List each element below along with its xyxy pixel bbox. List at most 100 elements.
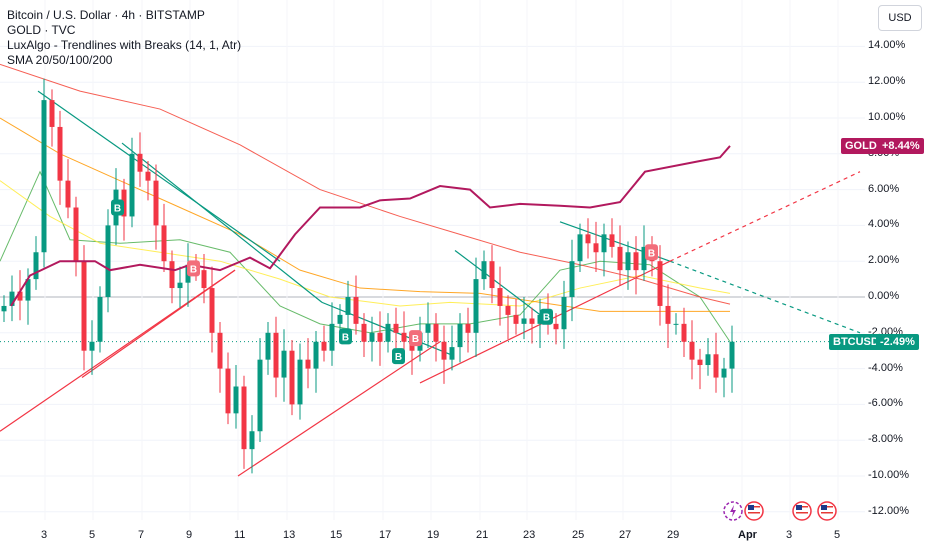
candle-body [41,100,47,253]
candle-body [81,261,87,351]
candle-body [689,341,695,360]
candle-body [657,261,663,306]
gold-line [10,145,731,307]
x-tick-label: 21 [476,529,489,541]
candle-body [321,341,327,351]
resistance-trendline [37,90,281,262]
legend-sma[interactable]: SMA 20/50/100/200 [7,53,113,67]
candle-body [617,246,623,271]
btc-candles [1,78,735,474]
svg-text:B: B [395,352,402,363]
gold-value-tag: +8.44% [878,138,924,154]
us-flag-icon [792,501,812,521]
candle-body [137,153,143,172]
candle-body [593,243,599,253]
currency-unit-button[interactable]: USD [878,5,922,31]
candle-body [721,368,727,378]
candle-body [497,288,503,306]
svg-text:B: B [190,264,197,275]
candle-body [481,261,487,280]
x-tick-label: 5 [89,529,96,541]
candle-body [249,431,255,450]
us-flag-icon [744,501,764,521]
bullish-break-marker: B [540,308,553,325]
candle-body [65,180,71,208]
candle-body [393,323,399,333]
legend-main-symbol[interactable]: Bitcoin / U.S. Dollar · 4h · BITSTAMP [7,8,205,22]
candle-body [401,332,407,342]
svg-text:B: B [412,334,419,345]
sma100-line [0,117,730,312]
resistance-trendline [121,142,323,303]
lightning-event-icon [723,501,743,521]
candle-body [161,225,167,262]
candle-body [441,341,447,360]
candle-body [169,261,175,289]
trendlines [0,90,861,477]
candle-body [9,291,15,306]
legend-indicator[interactable]: LuxAlgo - Trendlines with Breaks (14, 1,… [7,38,242,52]
candle-body [89,341,95,351]
candle-body [361,323,367,342]
candle-body [473,279,479,333]
btc-value-tag: -2.49% [876,334,919,350]
candle-body [225,368,231,414]
candle-body [289,350,295,405]
candle-body [705,354,711,366]
x-tick-label: 15 [330,529,343,541]
gold-name-tag: GOLD [841,138,881,154]
candle-body [33,252,39,280]
candle-body [489,261,495,289]
bullish-break-marker: B [392,348,405,365]
candle-body [209,288,215,333]
chart-legend[interactable]: Bitcoin / U.S. Dollar · 4h · BITSTAMP GO… [7,8,241,68]
candle-body [465,323,471,333]
candle-body [353,297,359,324]
legend-compare-symbol[interactable]: GOLD · TVC [7,23,76,37]
candle-body [129,153,135,217]
x-tick-label: 13 [283,529,296,541]
svg-text:B: B [342,332,349,343]
candle-body [625,252,631,271]
candle-body [241,386,247,450]
candle-body [641,246,647,271]
candle-body [553,323,559,330]
candle-body [57,126,63,181]
bullish-break-marker: B [339,328,352,345]
candle-body [729,341,735,369]
x-tick-label: 23 [523,529,536,541]
us-flag-icon [817,501,837,521]
y-tick-label: 12.00% [868,75,906,88]
candle-body [337,314,343,324]
candle-body [345,297,351,315]
candle-body [297,359,303,405]
candle-body [49,100,55,127]
candle-body [1,305,7,312]
x-tick-label: 5 [834,529,841,541]
y-tick-label: -4.00% [868,361,903,374]
y-tick-label: 14.00% [868,39,906,52]
x-tick-label: 19 [427,529,440,541]
candle-body [665,305,671,324]
candle-body [385,323,391,342]
candle-body [601,234,607,253]
candle-body [609,234,615,247]
candle-body [97,297,103,342]
candle-body [257,359,263,432]
candle-body [513,314,519,324]
candle-body [233,386,239,414]
candle-body [305,359,311,369]
y-tick-label: 0.00% [868,290,900,302]
candle-body [681,323,687,342]
candle-body [265,332,271,360]
candle-body [377,332,383,342]
x-tick-label: 25 [572,529,585,541]
candle-body [177,282,183,289]
resistance-trendline [669,260,861,334]
y-tick-label: 2.00% [868,254,900,267]
y-tick-label: 10.00% [868,111,906,123]
candle-body [217,332,223,369]
y-tick-label: -8.00% [868,433,903,446]
candle-body [369,332,375,342]
